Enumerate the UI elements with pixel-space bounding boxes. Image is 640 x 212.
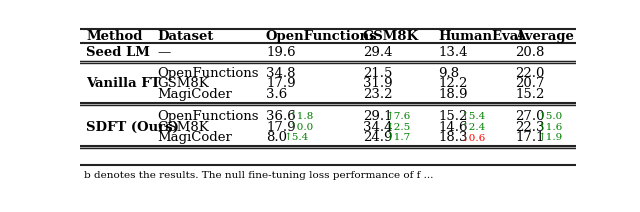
Text: ↑2.5: ↑2.5 [385, 123, 411, 132]
Text: OpenFunctions: OpenFunctions [157, 110, 259, 123]
Text: GSM8K: GSM8K [157, 121, 209, 134]
Text: 18.9: 18.9 [438, 88, 468, 101]
Text: Vanilla FT: Vanilla FT [86, 77, 161, 91]
Text: 19.6: 19.6 [266, 46, 296, 59]
Text: 24.9: 24.9 [363, 131, 392, 144]
Text: 21.5: 21.5 [363, 67, 392, 80]
Text: 20.7: 20.7 [516, 77, 545, 91]
Text: 8.0: 8.0 [266, 131, 287, 144]
Text: 14.6: 14.6 [438, 121, 468, 134]
Text: 31.9: 31.9 [363, 77, 392, 91]
Text: 15.2: 15.2 [516, 88, 545, 101]
Text: ↑1.8: ↑1.8 [289, 112, 314, 121]
Text: 20.8: 20.8 [516, 46, 545, 59]
Text: OpenFunctions: OpenFunctions [157, 67, 259, 80]
Text: 27.0: 27.0 [516, 110, 545, 123]
Text: 29.1: 29.1 [363, 110, 392, 123]
Text: b denotes the results. The null fine-tuning loss performance of f ...: b denotes the results. The null fine-tun… [84, 171, 433, 180]
Text: 17.1: 17.1 [516, 131, 545, 144]
Text: 18.3: 18.3 [438, 131, 468, 144]
Text: MagiCoder: MagiCoder [157, 88, 232, 101]
Text: 17.9: 17.9 [266, 77, 296, 91]
Text: 36.6: 36.6 [266, 110, 296, 123]
Text: 3.6: 3.6 [266, 88, 287, 101]
Text: 9.8: 9.8 [438, 67, 459, 80]
Text: 13.4: 13.4 [438, 46, 468, 59]
Text: ↑1.7: ↑1.7 [385, 133, 411, 142]
Text: 15.2: 15.2 [438, 110, 467, 123]
Text: ↓0.6: ↓0.6 [461, 133, 486, 142]
Text: ↑1.6: ↑1.6 [538, 123, 563, 132]
Text: ↑2.4: ↑2.4 [461, 123, 486, 132]
Text: MagiCoder: MagiCoder [157, 131, 232, 144]
Text: —: — [157, 46, 171, 59]
Text: ↑7.6: ↑7.6 [385, 112, 411, 121]
Text: 29.4: 29.4 [363, 46, 392, 59]
Text: 22.3: 22.3 [516, 121, 545, 134]
Text: ↑5.4: ↑5.4 [461, 112, 486, 121]
Text: 12.2: 12.2 [438, 77, 467, 91]
Text: 34.8: 34.8 [266, 67, 296, 80]
Text: 17.9: 17.9 [266, 121, 296, 134]
Text: HumanEval: HumanEval [438, 30, 524, 43]
Text: Average: Average [516, 30, 575, 43]
Text: GSM8K: GSM8K [157, 77, 209, 91]
Text: Dataset: Dataset [157, 30, 214, 43]
Text: ↑5.0: ↑5.0 [538, 112, 563, 121]
Text: Method: Method [86, 30, 143, 43]
Text: SDFT (Ours): SDFT (Ours) [86, 121, 179, 134]
Text: 22.0: 22.0 [516, 67, 545, 80]
Text: ↑5.4: ↑5.4 [284, 133, 308, 142]
Text: ↑0.0: ↑0.0 [289, 123, 314, 132]
Text: 23.2: 23.2 [363, 88, 392, 101]
Text: GSM8K: GSM8K [363, 30, 419, 43]
Text: OpenFunctions: OpenFunctions [266, 30, 378, 43]
Text: 34.4: 34.4 [363, 121, 392, 134]
Text: Seed LM: Seed LM [86, 46, 150, 59]
Text: ↑1.9: ↑1.9 [538, 133, 563, 142]
